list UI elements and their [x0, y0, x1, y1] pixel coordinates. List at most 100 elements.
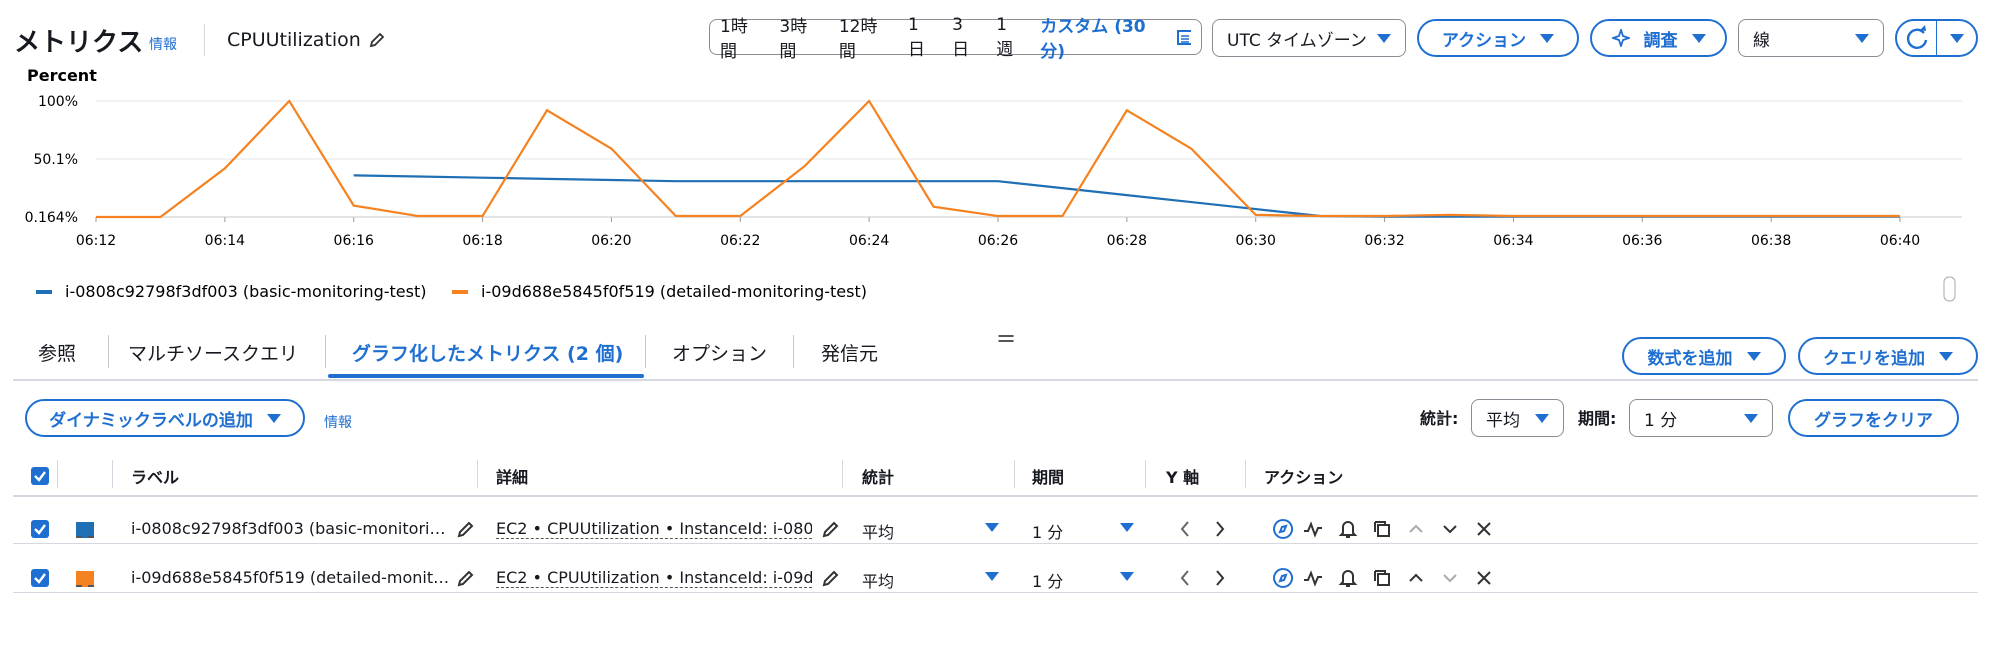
time-range-selector: 1時間 3時間 12時間 1日 3日 1週 カスタム (30分)	[709, 15, 1202, 62]
row-action-icon[interactable]	[1208, 518, 1230, 544]
column-header: アクション	[1264, 468, 1344, 487]
tab[interactable]: 発信元	[821, 343, 879, 365]
time-range-option[interactable]: 1週	[996, 14, 1014, 60]
stat-select[interactable]: 平均	[1471, 399, 1564, 437]
row-action-icon[interactable]	[1405, 518, 1427, 544]
row-action-icon[interactable]	[1371, 567, 1393, 593]
row-divider	[13, 495, 1978, 497]
x-tick-label: 06:36	[1622, 233, 1662, 249]
checkbox[interactable]	[31, 467, 49, 485]
cell: i-09d688e5845f0f519 (detailed-monit…	[131, 568, 450, 587]
legend-label: i-09d688e5845f0f519 (detailed-monitoring…	[481, 282, 867, 301]
column-divider	[1014, 460, 1015, 488]
investigate-button[interactable]: 調査	[1590, 19, 1727, 57]
chart-style-select[interactable]: 線	[1738, 19, 1884, 57]
column-header: 詳細	[496, 468, 529, 487]
dropdown-arrow[interactable]	[985, 572, 999, 581]
tab[interactable]: オプション	[672, 343, 768, 365]
row-action-icon[interactable]	[455, 567, 477, 593]
active-tab-indicator	[328, 374, 644, 378]
column-divider	[1145, 460, 1146, 488]
timezone-select[interactable]: UTC タイムゾーン	[1212, 19, 1406, 57]
row-divider	[13, 543, 1978, 544]
x-tick-label: 06:28	[1107, 233, 1147, 249]
y-tick-label: 0.164%	[25, 210, 78, 226]
row-action-icon[interactable]	[1473, 567, 1495, 593]
refresh-button[interactable]	[1895, 19, 1978, 57]
add-query-button[interactable]: クエリを追加	[1798, 337, 1978, 375]
sparkle-icon	[1611, 29, 1630, 47]
row-action-icon[interactable]	[1208, 567, 1230, 593]
chart-style: 線	[1753, 30, 1770, 51]
time-range-option[interactable]: 12時間	[838, 17, 878, 62]
info-link[interactable]: 情報	[149, 37, 177, 53]
dynamic-label: ダイナミックラベルの追加	[49, 410, 253, 431]
tab-divider	[108, 335, 109, 368]
timezone: UTC タイムゾーン	[1227, 30, 1367, 51]
series-color	[76, 522, 94, 538]
column-divider	[1245, 460, 1246, 488]
column-divider	[842, 460, 843, 488]
x-tick-label: 06:16	[334, 233, 374, 249]
x-tick-label: 06:32	[1364, 233, 1404, 249]
dropdown-arrow[interactable]	[1120, 572, 1134, 581]
column-header: 統計	[862, 468, 895, 487]
row-action-icon[interactable]	[1302, 518, 1324, 544]
info-link[interactable]: 情報	[324, 415, 352, 431]
series-color	[76, 571, 94, 587]
row-action-icon[interactable]	[1439, 567, 1461, 593]
row-action-icon[interactable]	[1302, 567, 1324, 593]
scrollbar[interactable]	[1943, 276, 1956, 302]
column-header: 期間	[1032, 468, 1065, 487]
legend-label: i-0808c92798f3df003 (basic-monitoring-te…	[65, 282, 427, 301]
add-query-label: クエリを追加	[1823, 348, 1925, 369]
tab[interactable]: グラフ化したメトリクス (2 個)	[352, 343, 624, 365]
clear-graph-button[interactable]: グラフをクリア	[1788, 399, 1959, 437]
time-range-option[interactable]: 3時間	[779, 17, 808, 62]
column-header: Y 軸	[1166, 468, 1200, 487]
cell: EC2 • CPUUtilization • InstanceId: i-09d…	[496, 568, 812, 588]
row-action-icon[interactable]	[1371, 518, 1393, 544]
row-action-icon[interactable]	[1439, 518, 1461, 544]
row-action-icon[interactable]	[1175, 567, 1197, 593]
x-tick-label: 06:18	[462, 233, 502, 249]
y-axis-label: Percent	[27, 66, 97, 85]
actions-button[interactable]: アクション	[1417, 19, 1579, 57]
time-range-option[interactable]: 1時間	[720, 17, 748, 62]
investigate-label: 調査	[1643, 30, 1678, 51]
row-action-icon[interactable]	[455, 518, 477, 544]
time-range-option[interactable]: 1日	[908, 14, 925, 60]
time-range-option[interactable]: 3日	[952, 14, 970, 60]
x-tick-label: 06:38	[1751, 233, 1791, 249]
row-action-icon[interactable]	[1473, 518, 1495, 544]
checkbox[interactable]	[31, 520, 49, 538]
calendar-icon[interactable]	[1176, 29, 1192, 45]
tab[interactable]: 参照	[38, 343, 77, 365]
dynamic-label-button[interactable]: ダイナミックラベルの追加	[25, 399, 305, 437]
cell: EC2 • CPUUtilization • InstanceId: i-080…	[496, 519, 812, 539]
row-action-icon[interactable]	[1272, 518, 1294, 544]
row-action-icon[interactable]	[820, 567, 842, 593]
row-action-icon[interactable]	[1337, 518, 1359, 544]
row-divider	[13, 592, 1978, 593]
column-header: ラベル	[131, 468, 180, 487]
add-math-button[interactable]: 数式を追加	[1622, 337, 1786, 375]
resize-handle[interactable]: =	[996, 324, 1017, 352]
period-select[interactable]: 1 分	[1629, 399, 1773, 437]
custom-range[interactable]: カスタム (30分)	[1040, 17, 1146, 62]
add-math-label: 数式を追加	[1647, 348, 1733, 369]
dropdown-arrow[interactable]	[985, 523, 999, 532]
checkbox[interactable]	[31, 569, 49, 587]
cell: i-0808c92798f3df003 (basic-monitori…	[131, 519, 446, 538]
period: 1 分	[1644, 410, 1678, 431]
dropdown-arrow[interactable]	[1120, 523, 1134, 532]
tab[interactable]: マルチソースクエリ	[128, 343, 299, 365]
row-action-icon[interactable]	[1175, 518, 1197, 544]
row-action-icon[interactable]	[1337, 567, 1359, 593]
refresh-icon	[1906, 25, 1928, 49]
edit-icon[interactable]	[368, 31, 386, 49]
row-action-icon[interactable]	[1405, 567, 1427, 593]
row-action-icon[interactable]	[820, 518, 842, 544]
row-action-icon[interactable]	[1272, 567, 1294, 593]
